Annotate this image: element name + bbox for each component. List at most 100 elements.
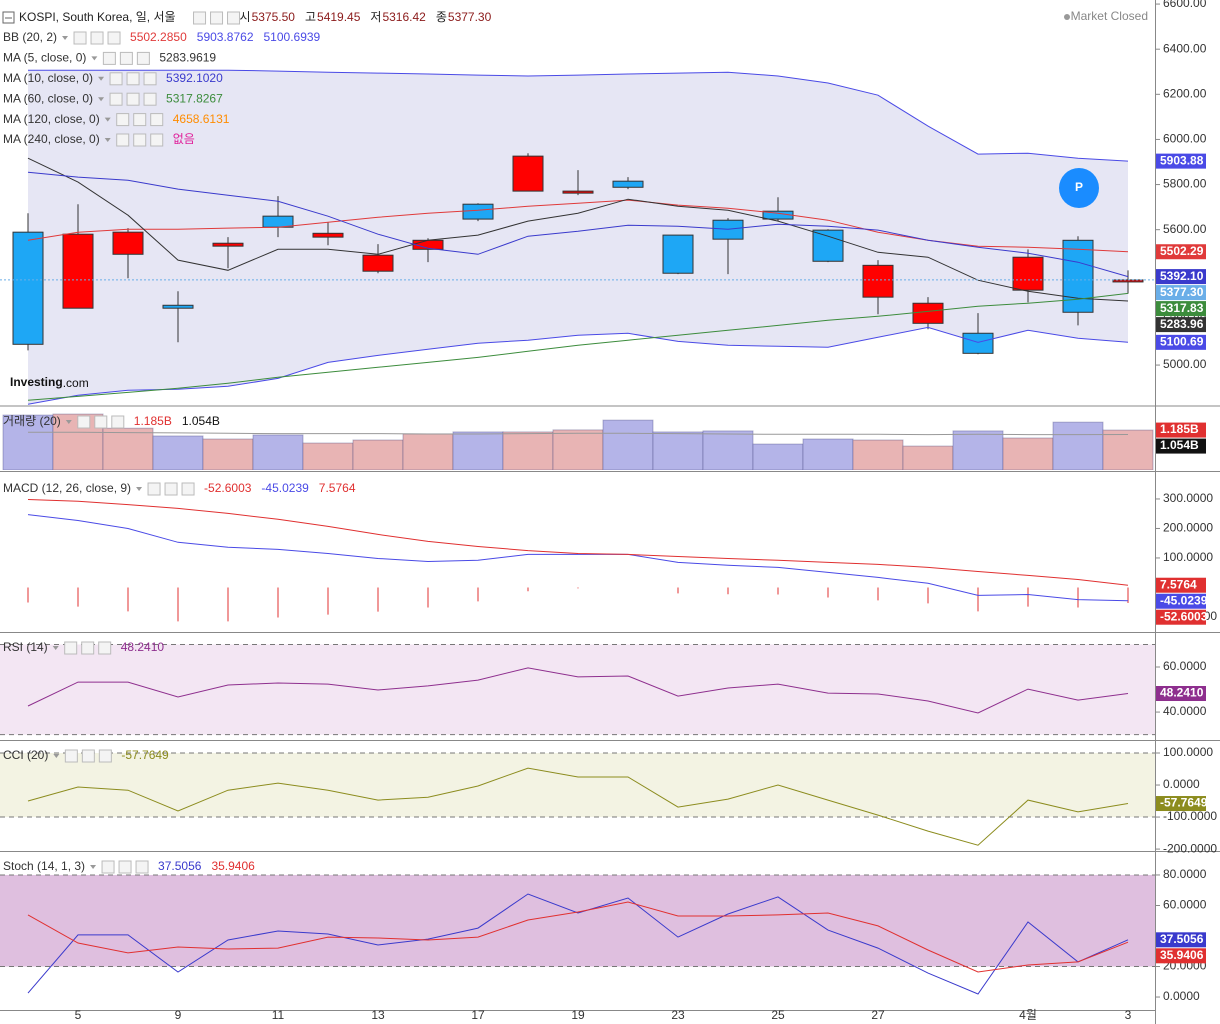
x-tick-label: 17 (471, 1008, 485, 1022)
chart-title: KOSPI, South Korea, 일, 서울 (19, 10, 176, 24)
legend-icon[interactable] (210, 11, 224, 25)
price-label: 5502.29 (1160, 244, 1204, 258)
y-tick-label: 5800.00 (1163, 177, 1207, 191)
volume-bar (902, 445, 954, 470)
y-tick-label: 6400.00 (1163, 41, 1207, 55)
series-line (27, 292, 1129, 401)
legend-icon[interactable] (126, 92, 140, 106)
volume-bar (752, 443, 804, 470)
x-tick-label: 3 (1125, 1008, 1132, 1022)
price-label-box (1156, 686, 1206, 702)
legend-icon[interactable] (116, 113, 130, 127)
price-label: 35.9406 (1160, 948, 1204, 962)
price-label: 5283.96 (1160, 317, 1204, 331)
volume-bar (452, 431, 504, 470)
legend-icon[interactable] (150, 113, 164, 127)
price-label: 7.5764 (1160, 577, 1197, 591)
legend-caret[interactable] (62, 36, 69, 40)
legend-name: Stoch (14, 1, 3) (3, 859, 85, 873)
legend-caret[interactable] (91, 56, 98, 61)
candle-body (162, 304, 194, 309)
legend-icon[interactable] (227, 11, 241, 25)
legend-caret[interactable] (104, 117, 111, 122)
legend-icon[interactable] (181, 482, 195, 496)
legend-caret[interactable] (104, 138, 111, 142)
legend-icon[interactable] (119, 51, 133, 65)
x-tick-label: 5 (75, 1008, 82, 1022)
price-label-box (1156, 577, 1206, 593)
candle-body (212, 242, 244, 247)
legend-caret[interactable] (98, 97, 105, 102)
volume-bar (502, 431, 554, 470)
volume-bar (302, 442, 354, 470)
legend-icon[interactable] (64, 749, 78, 763)
legend-name: BB (20, 2) (3, 30, 57, 44)
volume-bar (852, 439, 904, 470)
legend-icon[interactable] (109, 72, 123, 86)
legend-icon[interactable] (133, 133, 147, 147)
legend-icon[interactable] (118, 860, 132, 874)
legend-icon[interactable] (98, 641, 112, 655)
legend-caret[interactable] (52, 646, 59, 650)
legend-icon[interactable] (77, 415, 91, 429)
panel (0, 752, 1155, 846)
legend-icon[interactable] (107, 31, 121, 45)
legend-icon[interactable] (143, 72, 157, 86)
legend-icon[interactable] (143, 92, 157, 106)
legend-value: 37.5056 (158, 859, 202, 873)
y-tick-label: 0.0000 (1163, 989, 1200, 1003)
legend-icon[interactable] (136, 51, 150, 65)
legend-value: -57.7649 (121, 748, 169, 762)
price-label-box (1156, 422, 1206, 438)
legend-icon[interactable] (81, 749, 95, 763)
y-tick-label: -100.0000 (1163, 809, 1217, 823)
legend-caret[interactable] (136, 487, 143, 491)
legend-icon[interactable] (109, 92, 123, 106)
price-label-box (1156, 301, 1206, 317)
x-tick-label: 13 (371, 1008, 385, 1022)
legend-icon[interactable] (102, 51, 116, 65)
series-line (27, 514, 1129, 602)
legend-caret[interactable] (90, 865, 97, 869)
legend-value: 1.054B (182, 414, 220, 428)
legend-value: 1.185B (134, 414, 172, 428)
legend-icon[interactable] (81, 641, 95, 655)
p-button-label[interactable]: P (1075, 180, 1083, 194)
price-label-box (1156, 244, 1206, 260)
legend-icon[interactable] (133, 113, 147, 127)
legend-caret[interactable] (65, 420, 72, 424)
volume-bar (352, 439, 404, 470)
price-label-box (1156, 285, 1206, 301)
legend-icon[interactable] (135, 860, 149, 874)
legend-icon[interactable] (64, 641, 78, 655)
series-line (27, 171, 1129, 278)
y-tick-label: 100.0000 (1163, 550, 1213, 564)
legend-caret[interactable] (98, 76, 105, 81)
volume-bar (952, 430, 1004, 470)
legend-icon[interactable] (98, 749, 112, 763)
legend-icon[interactable] (90, 31, 104, 45)
legend-caret[interactable] (53, 754, 60, 758)
volume-bar (2, 414, 54, 470)
legend-icon[interactable] (73, 31, 87, 45)
price-label: 5392.10 (1160, 269, 1204, 283)
series-line (28, 431, 1129, 436)
legend-icon[interactable] (193, 11, 207, 25)
price-label-box (1156, 609, 1206, 625)
legend-name: MA (5, close, 0) (3, 51, 86, 65)
candle-body (962, 332, 994, 354)
legend-icon[interactable] (94, 415, 108, 429)
legend-icon[interactable] (150, 133, 164, 147)
legend-icon[interactable] (147, 482, 161, 496)
legend-icon[interactable] (164, 482, 178, 496)
legend-icon[interactable] (126, 72, 140, 86)
legend-value: 5392.1020 (166, 71, 223, 85)
legend-value: 48.2410 (121, 640, 165, 654)
legend-icon[interactable] (101, 860, 115, 874)
p-button[interactable] (1059, 168, 1099, 208)
price-label: 48.2410 (1160, 686, 1204, 700)
legend-icon[interactable] (116, 133, 130, 147)
legend-icon[interactable] (111, 415, 125, 429)
series-line (28, 69, 1129, 162)
